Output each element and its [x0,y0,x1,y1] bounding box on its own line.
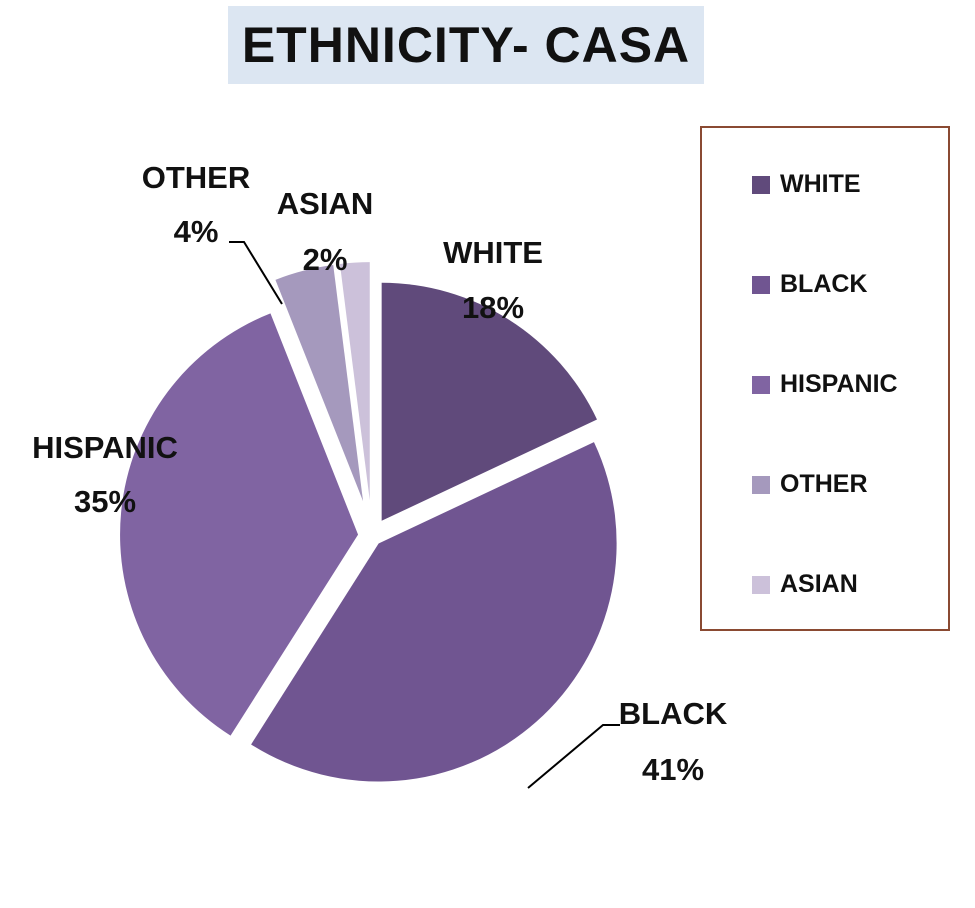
legend: WHITE BLACK HISPANIC OTHER ASIAN [700,126,950,631]
legend-label-asian: ASIAN [780,570,858,598]
pie-slice-black [251,442,617,782]
legend-swatch-white [752,175,770,194]
leader-line-other [229,241,283,305]
legend-item-asian: ASIAN [752,570,858,599]
legend-swatch-other [752,475,770,494]
legend-swatch-black [752,275,770,294]
pie-slice-white [381,282,597,521]
data-label-other: OTHER 4% [142,160,251,249]
title-banner: ETHNICITY- CASA [228,6,704,84]
data-label-black: BLACK 41% [619,696,728,787]
legend-item-hispanic: HISPANIC [752,370,898,399]
pie-slice-hispanic [120,313,359,736]
pie-slice-other [275,265,364,502]
legend-label-other: OTHER [780,470,868,498]
data-label-hispanic: HISPANIC 35% [32,430,178,519]
leader-line-black [527,724,620,789]
legend-swatch-hispanic [752,375,770,394]
legend-label-white: WHITE [780,170,861,198]
legend-item-black: BLACK [752,270,868,299]
legend-item-other: OTHER [752,470,868,499]
legend-label-black: BLACK [780,270,868,298]
data-label-asian: ASIAN 2% [277,186,373,277]
chart-title: ETHNICITY- CASA [241,17,691,73]
legend-item-white: WHITE [752,170,861,199]
legend-label-hispanic: HISPANIC [780,370,898,398]
data-label-white: WHITE 18% [443,235,543,325]
legend-swatch-asian [752,575,770,594]
pie-slice-asian [339,262,370,501]
